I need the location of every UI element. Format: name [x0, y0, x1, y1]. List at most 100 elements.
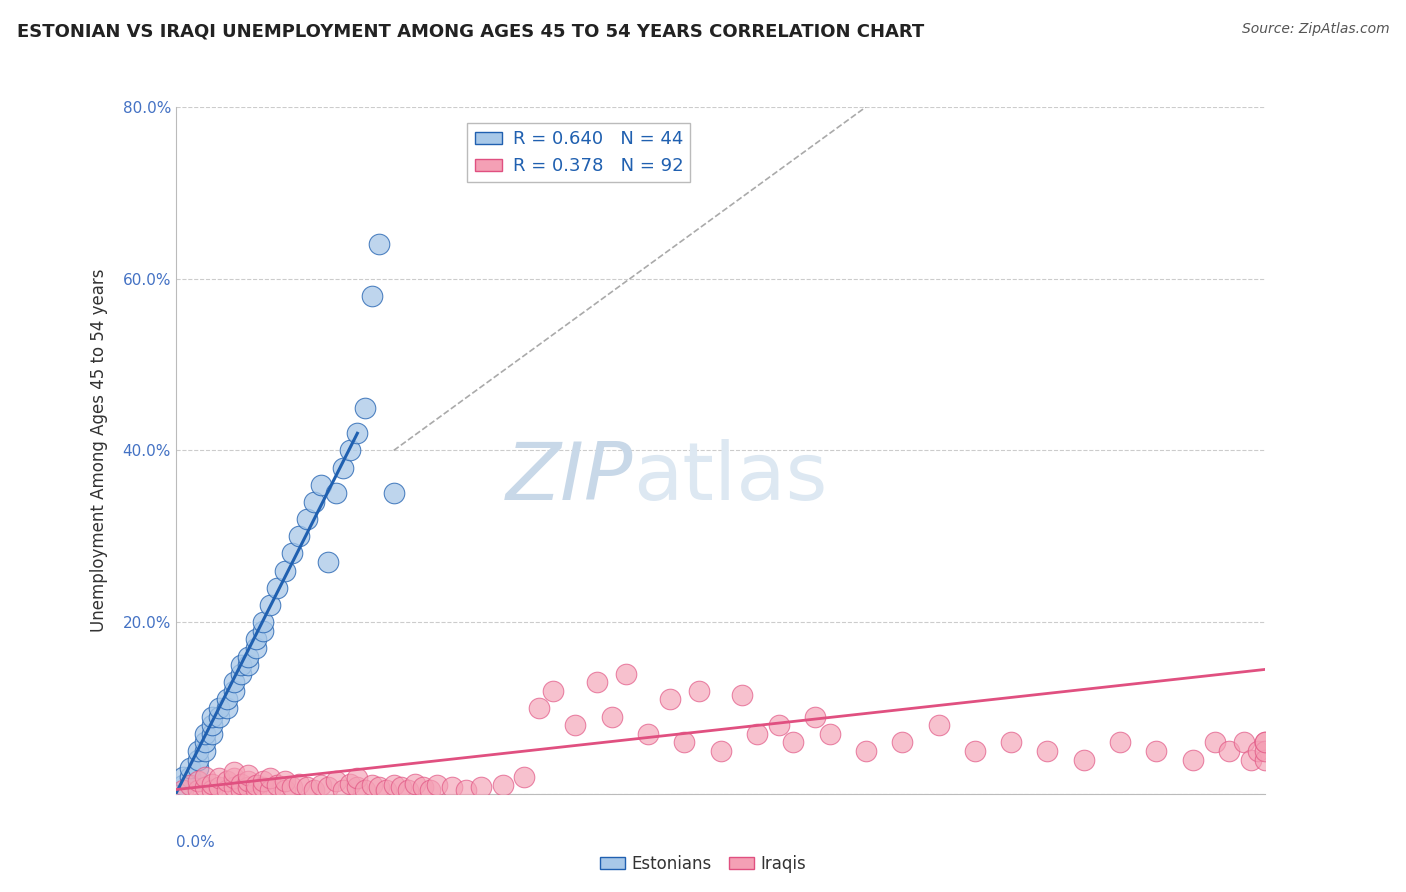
Point	[470, 780, 492, 794]
Point	[353, 401, 375, 415]
Text: ZIP: ZIP	[506, 439, 633, 517]
Point	[238, 774, 260, 789]
Point	[259, 782, 281, 797]
Point	[231, 666, 253, 681]
Point	[1254, 753, 1277, 767]
Text: atlas: atlas	[633, 439, 828, 517]
Point	[186, 761, 209, 775]
Point	[201, 718, 224, 732]
Point	[222, 675, 245, 690]
Point	[353, 782, 375, 797]
Point	[891, 735, 914, 749]
Point	[688, 683, 710, 698]
Point	[360, 289, 382, 303]
Point	[274, 774, 297, 789]
Point	[818, 727, 841, 741]
Point	[1218, 744, 1240, 758]
Point	[222, 765, 245, 780]
Point	[215, 692, 238, 706]
Point	[238, 658, 260, 673]
Point	[1254, 744, 1277, 758]
Point	[339, 776, 361, 790]
Point	[238, 780, 260, 794]
Point	[360, 778, 382, 792]
Point	[527, 701, 550, 715]
Point	[325, 486, 347, 500]
Point	[252, 774, 274, 789]
Point	[782, 735, 804, 749]
Point	[389, 780, 412, 794]
Point	[309, 778, 332, 792]
Point	[194, 744, 217, 758]
Point	[274, 782, 297, 797]
Point	[368, 237, 391, 252]
Point	[1073, 753, 1095, 767]
Point	[1109, 735, 1132, 749]
Point	[1240, 753, 1263, 767]
Point	[201, 727, 224, 741]
Point	[266, 778, 288, 792]
Point	[252, 624, 274, 638]
Point	[201, 782, 224, 797]
Point	[231, 776, 253, 790]
Point	[426, 778, 449, 792]
Point	[238, 649, 260, 664]
Point	[245, 632, 267, 647]
Point	[252, 615, 274, 630]
Point	[259, 772, 281, 786]
Text: 0.0%: 0.0%	[176, 835, 215, 850]
Point	[179, 770, 201, 784]
Point	[419, 782, 441, 797]
Point	[339, 443, 361, 458]
Point	[1247, 744, 1270, 758]
Point	[768, 718, 790, 732]
Point	[586, 675, 609, 690]
Point	[194, 727, 217, 741]
Point	[186, 753, 209, 767]
Point	[928, 718, 950, 732]
Point	[405, 776, 427, 790]
Point	[231, 658, 253, 673]
Point	[1204, 735, 1226, 749]
Point	[963, 744, 986, 758]
Point	[637, 727, 659, 741]
Point	[302, 495, 325, 509]
Point	[1146, 744, 1168, 758]
Point	[179, 761, 201, 775]
Point	[281, 780, 304, 794]
Point	[215, 782, 238, 797]
Point	[295, 780, 318, 794]
Point	[238, 768, 260, 782]
Point	[710, 744, 733, 758]
Legend: R = 0.640   N = 44, R = 0.378   N = 92: R = 0.640 N = 44, R = 0.378 N = 92	[467, 123, 690, 182]
Point	[346, 426, 368, 441]
Point	[194, 780, 217, 794]
Point	[346, 780, 368, 794]
Point	[295, 512, 318, 526]
Text: ESTONIAN VS IRAQI UNEMPLOYMENT AMONG AGES 45 TO 54 YEARS CORRELATION CHART: ESTONIAN VS IRAQI UNEMPLOYMENT AMONG AGE…	[17, 22, 924, 40]
Point	[208, 701, 231, 715]
Point	[172, 778, 194, 792]
Point	[309, 478, 332, 492]
Point	[186, 744, 209, 758]
Point	[186, 774, 209, 789]
Point	[201, 776, 224, 790]
Point	[1000, 735, 1022, 749]
Point	[186, 782, 209, 797]
Point	[318, 555, 340, 569]
Point	[274, 564, 297, 578]
Point	[382, 778, 405, 792]
Point	[731, 688, 754, 702]
Point	[318, 780, 340, 794]
Point	[288, 776, 311, 790]
Point	[1232, 735, 1256, 749]
Point	[194, 770, 217, 784]
Point	[245, 782, 267, 797]
Point	[215, 701, 238, 715]
Point	[745, 727, 768, 741]
Legend: Estonians, Iraqis: Estonians, Iraqis	[593, 848, 813, 880]
Point	[208, 709, 231, 723]
Point	[172, 782, 194, 797]
Point	[600, 709, 623, 723]
Point	[201, 709, 224, 723]
